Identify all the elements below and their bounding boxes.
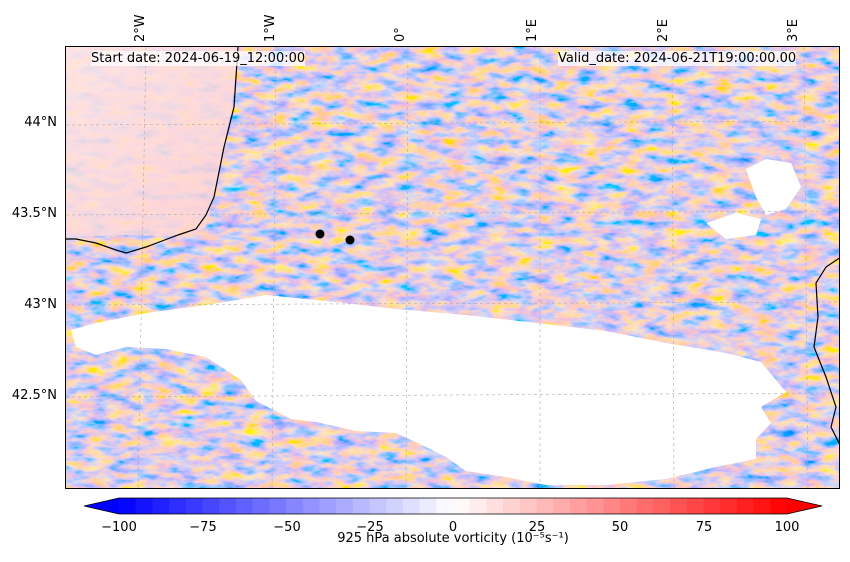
colorbar-bin — [620, 498, 638, 514]
smooth-sea-region — [66, 47, 238, 237]
colorbar-extend-high — [787, 498, 822, 514]
colorbar-tick: 50 — [611, 520, 629, 535]
colorbar-tick: −50 — [273, 520, 301, 535]
colorbar-bin — [553, 498, 571, 514]
colorbar-tick: 25 — [528, 520, 546, 535]
colorbar-bin — [670, 498, 688, 514]
colorbar-bin — [235, 498, 254, 514]
colorbar-bin — [586, 498, 604, 514]
coastline — [66, 47, 839, 445]
lat-label: 43°N — [24, 297, 57, 312]
colorbar-bin — [686, 498, 704, 514]
colorbar-bin — [486, 498, 504, 514]
colorbar-bin — [152, 498, 170, 514]
colorbar-bin — [169, 498, 187, 514]
colorbar-bin — [219, 498, 237, 514]
colorbar-tick: −75 — [189, 520, 217, 535]
colorbar-bin — [369, 498, 387, 514]
colorbar-bin — [536, 498, 554, 514]
colorbar-bin — [319, 498, 337, 514]
colorbar-bin — [302, 498, 320, 514]
start-date-label: Start date: 2024-06-19_12:00:00 — [91, 51, 306, 66]
masked-terrain-patch — [746, 159, 801, 215]
colorbar-bin — [753, 498, 771, 514]
lat-label: 43.5°N — [11, 206, 57, 221]
map-panel — [65, 46, 840, 489]
lon-label: 0° — [393, 27, 408, 42]
colorbar-tick: 0 — [448, 520, 458, 535]
vorticity-field — [66, 47, 839, 488]
colorbar-outline — [84, 497, 823, 515]
colorbar-bin — [503, 498, 521, 514]
colorbar-bin — [636, 498, 654, 514]
marker-point-b — [345, 235, 355, 245]
colorbar-extend-low — [84, 498, 119, 514]
lat-label: 44°N — [24, 115, 57, 130]
colorbar-bin — [402, 498, 421, 514]
colorbar-bin — [185, 498, 203, 514]
colorbar-bin — [119, 498, 137, 514]
colorbar-bin — [770, 498, 788, 514]
valid-date-label: Valid_date: 2024-06-21T19:00:00.00 — [558, 51, 797, 66]
colorbar-bin — [720, 498, 738, 514]
colorbar-label: 925 hPa absolute vorticity (10⁻⁵s⁻¹) — [337, 531, 569, 546]
graticule — [66, 47, 839, 488]
colorbar-bin — [419, 498, 437, 514]
lon-label: 2°E — [656, 19, 671, 42]
masked-terrain-mask — [71, 295, 786, 485]
colorbar-bin — [202, 498, 220, 514]
colorbar-tick: 75 — [695, 520, 713, 535]
colorbar-tick: 100 — [774, 520, 800, 535]
colorbar-bin — [736, 498, 755, 514]
lat-label: 42.5°N — [11, 388, 57, 403]
colorbar — [84, 497, 823, 515]
colorbar-bin — [135, 498, 153, 514]
marker-point-a — [315, 229, 325, 239]
colorbar-bin — [469, 498, 487, 514]
masked-terrain-patch — [706, 213, 761, 239]
colorbar-bin — [653, 498, 671, 514]
colorbar-bin — [453, 498, 471, 514]
colorbar-bin — [336, 498, 354, 514]
colorbar-tick: −100 — [101, 520, 137, 535]
colorbar-bin — [286, 498, 304, 514]
lon-label: 1°W — [263, 14, 278, 42]
colorbar-bin — [519, 498, 537, 514]
colorbar-bin — [603, 498, 621, 514]
colorbar-bin — [703, 498, 721, 514]
colorbar-bin — [269, 498, 287, 514]
colorbar-bin — [386, 498, 404, 514]
colorbar-tick: −25 — [356, 520, 384, 535]
lon-label: 1°E — [525, 19, 540, 42]
lon-label: 2°W — [133, 14, 148, 42]
colorbar-bin — [352, 498, 370, 514]
colorbar-bin — [569, 498, 588, 514]
lon-label: 3°E — [786, 19, 801, 42]
colorbar-bin — [252, 498, 270, 514]
colorbar-bin — [436, 498, 454, 514]
